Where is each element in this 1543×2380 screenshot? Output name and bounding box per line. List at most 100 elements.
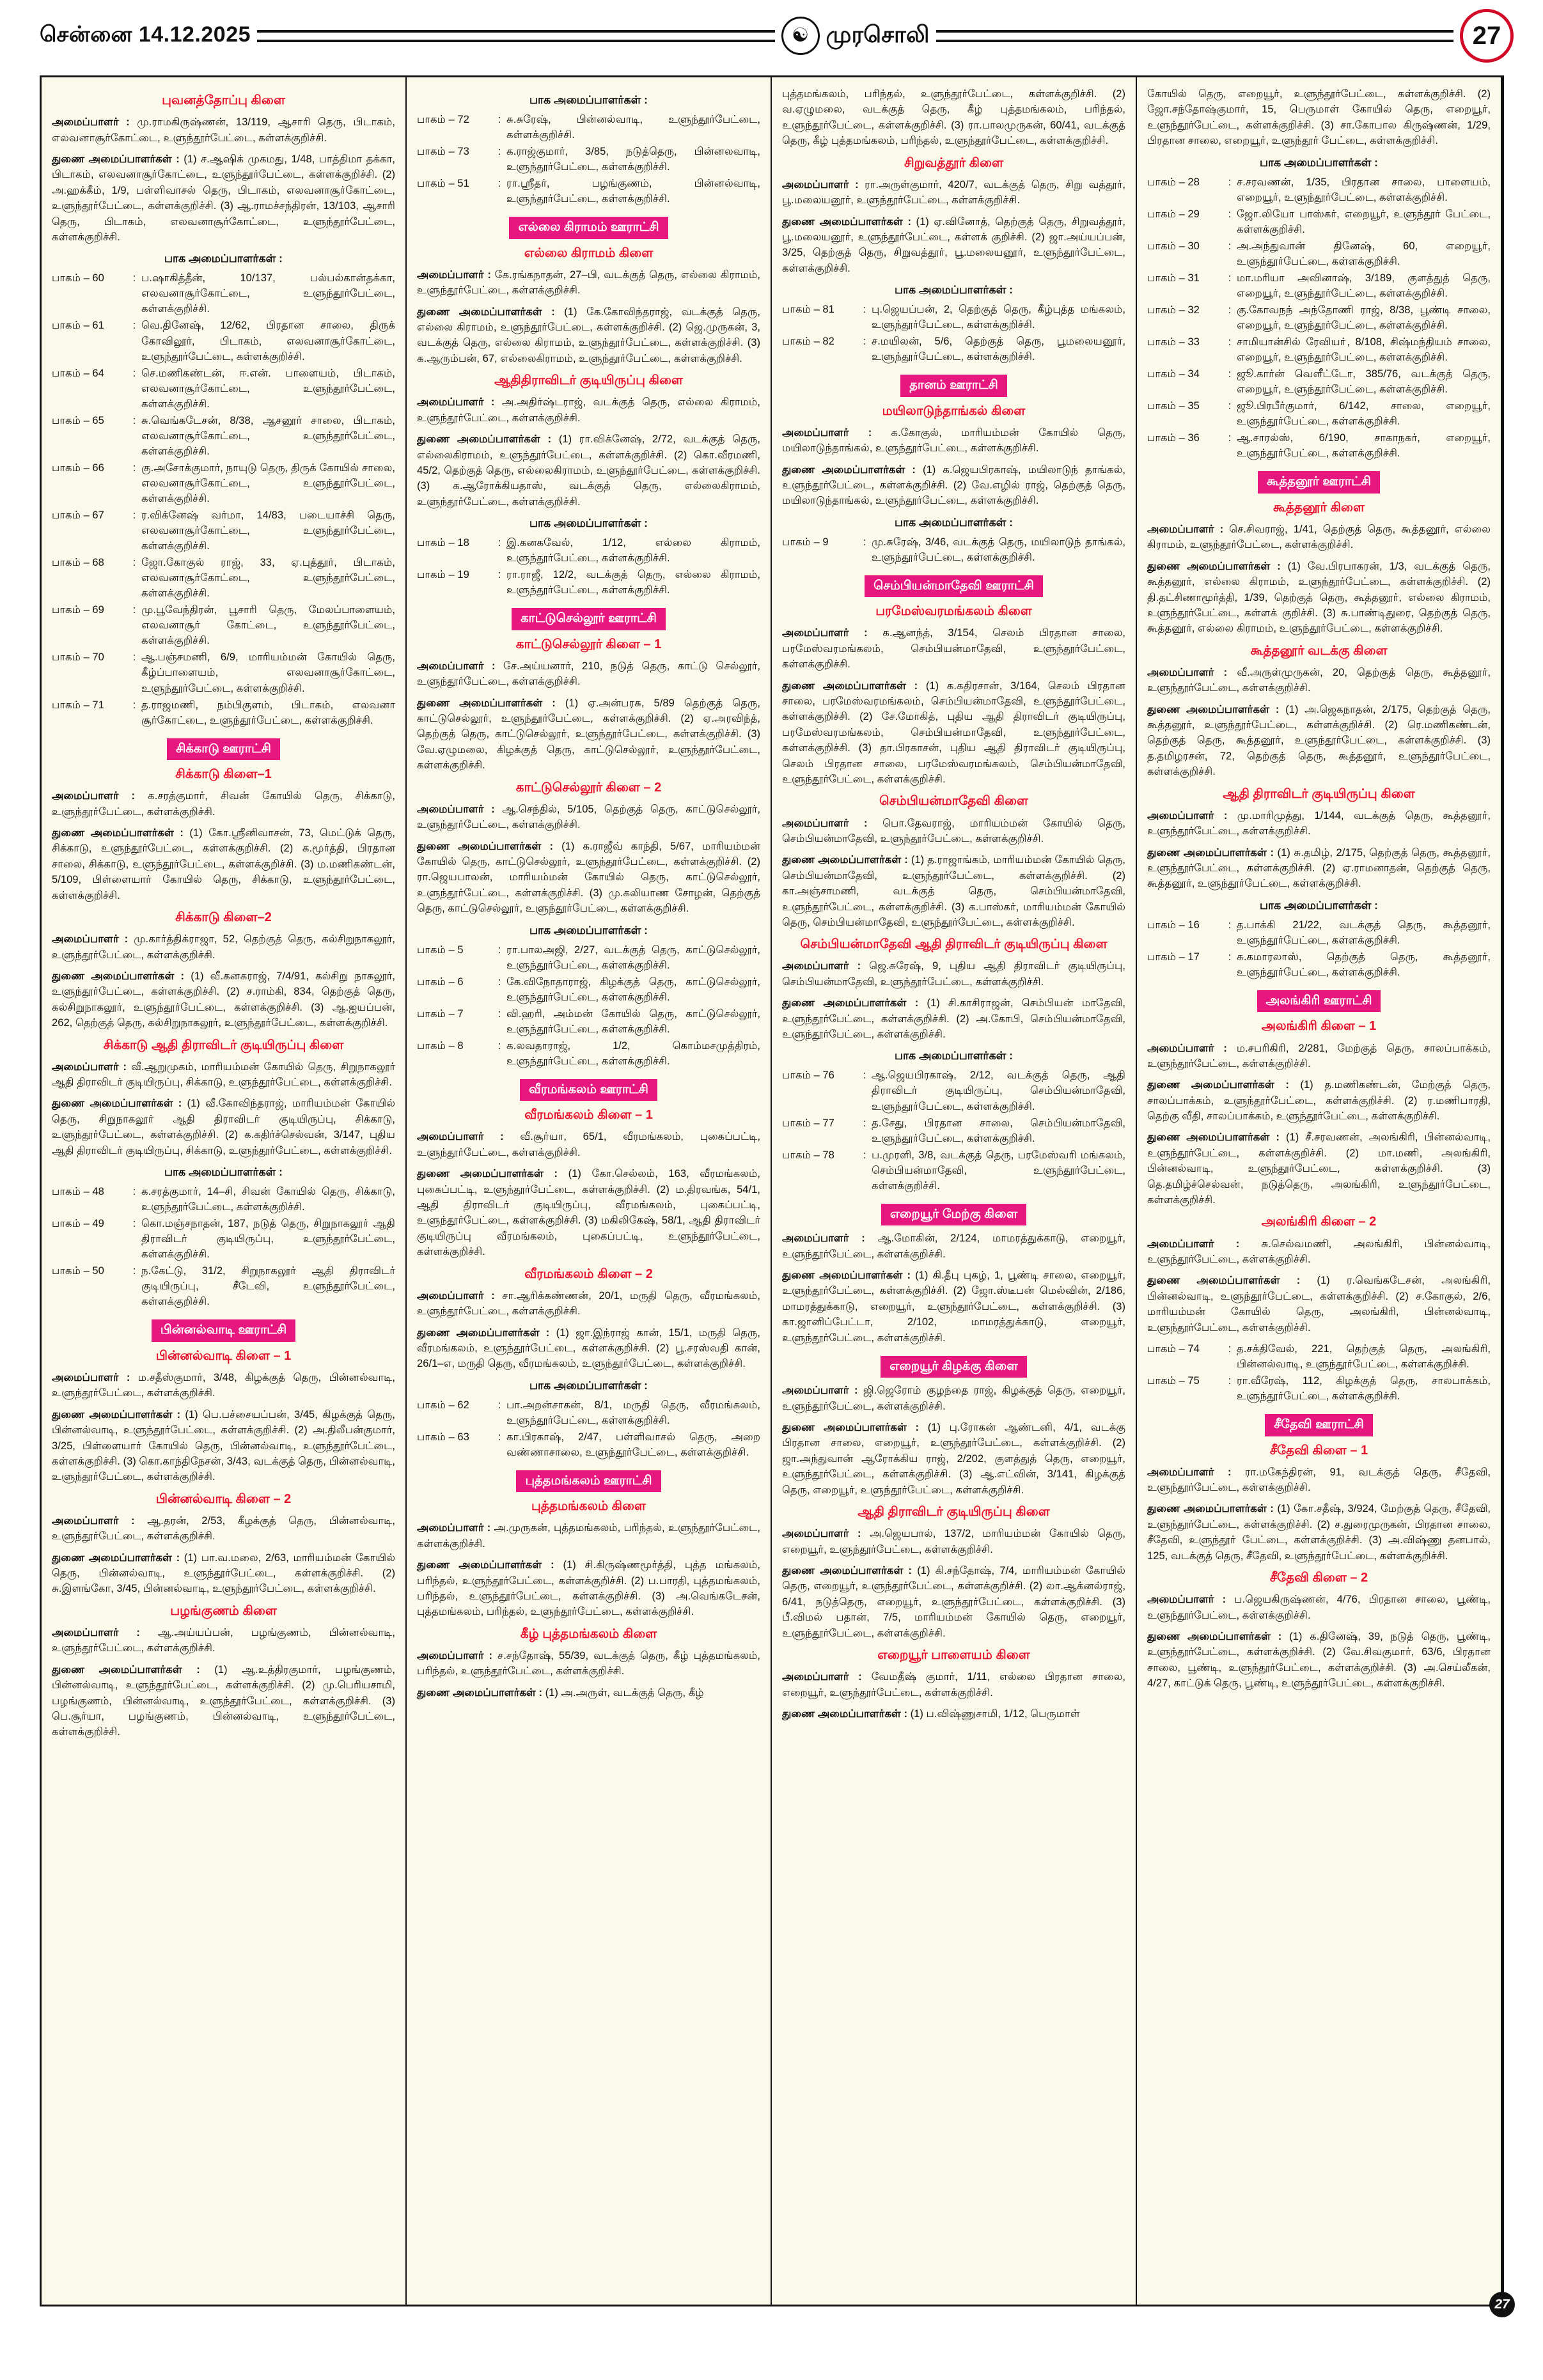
entry-role-label: அமைப்பாளர் : bbox=[417, 268, 491, 281]
panchayat-heading: சிக்காடு ஊராட்சி bbox=[167, 738, 280, 761]
entry-role-label: துணை அமைப்பாளர்கள் : bbox=[1147, 1630, 1282, 1643]
entry-role-label: துணை அமைப்பாளர்கள் : bbox=[782, 215, 911, 228]
entry-role-label: துணை அமைப்பாளர்கள் : bbox=[782, 679, 918, 692]
part-organizer-row: பாகம் – 32: கு.கோவநந் அந்தோணி ராஜ், 8/38,… bbox=[1147, 302, 1491, 333]
entry-paragraph: துணை அமைப்பாளர்கள் : (1) க.கதிரசான், 3/1… bbox=[782, 678, 1125, 788]
part-organizer-row: பாகம் – 48: க.சரத்குமார், 14–சி, சிவன் கோ… bbox=[52, 1184, 395, 1215]
entry-role-label: அமைப்பாளர் : bbox=[417, 396, 495, 408]
part-colon: : bbox=[1228, 368, 1232, 380]
entry-role-label: அமைப்பாளர் : bbox=[52, 1514, 135, 1527]
part-colon: : bbox=[132, 698, 136, 711]
part-colon: : bbox=[863, 1069, 866, 1082]
entry-text: (1) சி.காசிராஜன், செம்பியன் மாதேவி, உளுந… bbox=[782, 997, 1126, 1041]
branch-heading: கூத்தனூர் வடக்கு கிளை bbox=[1250, 643, 1388, 658]
part-organizers-heading: பாக அமைப்பாளர்கள் : bbox=[164, 1165, 283, 1179]
entry-paragraph: துணை அமைப்பாளர்கள் : (1) கோ.சதீஷ், 3/924… bbox=[1147, 1501, 1491, 1564]
branch-heading: சிக்காடு கிளை–2 bbox=[175, 910, 272, 924]
entry-text: (1) வீ.கனகராஜ், 7/4/91, கல்சிறு நாகலூர்,… bbox=[52, 969, 395, 1029]
part-organizer-address: ரா.ராஜீ, 12/2, வடக்குத் தெரு, எல்லை கிரா… bbox=[506, 568, 760, 596]
part-organizers-list: பாகம் – 28: ச.சரவணன், 1/35, பிரதான சாலை, … bbox=[1147, 175, 1491, 462]
part-organizer-address: ரா.வீரேஷ், 112, கிழக்குத் தெரு, சாலபாக்க… bbox=[1237, 1374, 1491, 1403]
entry-text: (1) த.ராஜாங்கம், மாரியம்மன் கோயில் தெரு,… bbox=[782, 853, 1126, 928]
entry-role-label: அமைப்பாளர் : bbox=[782, 626, 868, 639]
part-colon: : bbox=[132, 603, 136, 616]
panchayat-heading: சீதேவி ஊராட்சி bbox=[1265, 1414, 1373, 1436]
part-organizers-heading: பாக அமைப்பாளர்கள் : bbox=[895, 283, 1013, 297]
part-organizer-row: பாகம் – 61: வெ.தினேஷ், 12/62, பிரதான சாலை… bbox=[52, 318, 395, 364]
part-colon: : bbox=[497, 943, 501, 956]
part-organizer-row: பாகம் – 36: ஆ.சாரல்ஸ், 6/190, சாகாநகர், எ… bbox=[1147, 430, 1491, 461]
entry-role-label: துணை அமைப்பாளர்கள் : bbox=[417, 696, 556, 709]
part-colon: : bbox=[1228, 336, 1232, 348]
branch-heading: வீரமங்கலம் கிளை – 2 bbox=[524, 1266, 653, 1281]
entry-text: (1) ப.விஷ்ணுசாமி, 1/12, பெருமாள் bbox=[907, 1707, 1080, 1720]
part-organizers-list: பாகம் – 60: ப.ஷாகித்தீன், 10/137, பல்பல்க… bbox=[52, 270, 395, 727]
part-number-label: பாகம் – 5 bbox=[417, 943, 464, 956]
part-number-label: பாகம் – 48 bbox=[52, 1185, 104, 1198]
entry-text: க.கோகுல், மாரியம்மன் கோயில் தெரு, மயிலாட… bbox=[782, 426, 1125, 455]
part-number-label: பாகம் – 49 bbox=[52, 1217, 104, 1230]
entry-role-label: துணை அமைப்பாளர்கள் : bbox=[52, 827, 184, 839]
entry-text: சு.செல்வமணி, அலங்கிரி, பின்னல்வாடி, உளுந… bbox=[1147, 1237, 1491, 1265]
entry-paragraph: துணை அமைப்பாளர்கள் : (1) ஜா.இந்ராஜ் கான்… bbox=[417, 1325, 760, 1372]
entry-text: ஆ.மோகின், 2/124, மாமரத்துக்காடு, எறையூர்… bbox=[782, 1232, 1125, 1260]
part-organizer-address: ஜோ.லியோ பாஸ்கர், எறையூர், உளுந்தூர் பேட்… bbox=[1237, 207, 1491, 235]
entry-paragraph: அமைப்பாளர் : அ.ஜெயபால், 137/2, மாரியம்மன… bbox=[782, 1526, 1125, 1557]
part-organizers-list: பாகம் – 81: பு.ஜெயப்பன், 2, தெற்குத் தெரு… bbox=[782, 302, 1125, 364]
part-colon: : bbox=[497, 177, 501, 190]
entry-paragraph: அமைப்பாளர் : மு.மாரிமுத்து, 1/144, வடக்க… bbox=[1147, 808, 1491, 839]
entry-role-label: அமைப்பாளர் : bbox=[782, 1232, 865, 1245]
entry-paragraph: துணை அமைப்பாளர்கள் : (1) பெ.பச்சையப்பன்,… bbox=[52, 1407, 395, 1485]
branch-heading: பின்னல்வாடி கிளை – 2 bbox=[155, 1491, 292, 1506]
entry-role-label: துணை அமைப்பாளர்கள் : bbox=[417, 305, 555, 318]
entry-paragraph: அமைப்பாளர் : ஜி.ஜெரோம் குழந்தை ராஜ், கிழ… bbox=[782, 1383, 1125, 1414]
entry-text: (1) கே.கோவிந்தராஜ், வடக்குத் தெரு, எல்லை… bbox=[417, 305, 760, 364]
part-colon: : bbox=[1228, 432, 1232, 444]
entry-paragraph: அமைப்பாளர் : பொ.தேவராஜ், மாரியம்மன் கோயி… bbox=[782, 816, 1125, 847]
part-organizers-list: பாகம் – 74: த.சக்திவேல், 221, தெற்குத் தெ… bbox=[1147, 1341, 1491, 1404]
entry-text: (1) க.ராஜீவ் காந்தி, 5/67, மாரியம்மன் கோ… bbox=[417, 839, 760, 915]
part-number-label: பாகம் – 72 bbox=[417, 113, 469, 125]
entry-text: வீ.சூர்யா, 65/1, வீரமங்கலம், புகைப்பட்டி… bbox=[417, 1130, 760, 1158]
entry-paragraph: புத்தமங்கலம், பரிந்தல், உளுந்தூர்பேட்டை,… bbox=[782, 86, 1125, 149]
entry-paragraph: துணை அமைப்பாளர்கள் : (1) த.ராஜாங்கம், மா… bbox=[782, 852, 1125, 930]
entry-text: வீ.அருள்முருகன், 20, தெற்குத் தெரு, கூத்… bbox=[1147, 665, 1491, 694]
part-number-label: பாகம் – 76 bbox=[782, 1069, 834, 1082]
branch-heading: செம்பியன்மாதேவி ஆதி திராவிடர் குடியிருப்… bbox=[800, 937, 1108, 952]
part-organizer-address: த.ராஜமணி, நம்பிகுளம், பிடாகம், எலவனா சூர… bbox=[141, 698, 395, 726]
branch-heading: எறையூர் பாளையம் கிளை bbox=[877, 1647, 1030, 1662]
part-number-label: பாகம் – 71 bbox=[52, 698, 104, 711]
entry-paragraph: துணை அமைப்பாளர்கள் : (1) ரா.விக்னேஷ், 2/… bbox=[417, 432, 760, 509]
part-organizer-address: த.சேது, பிரதான சாலை, செம்பியன்மாதேவி, உள… bbox=[872, 1116, 1125, 1144]
part-colon: : bbox=[497, 1039, 501, 1052]
entry-role-label: துணை அமைப்பாளர்கள் : bbox=[1147, 1502, 1274, 1515]
part-number-label: பாகம் – 70 bbox=[52, 651, 104, 664]
torch-emblem-icon: ☯ bbox=[781, 17, 820, 55]
entry-paragraph: துணை அமைப்பாளர்கள் : (1) சு.தமிழ், 2/175… bbox=[1147, 845, 1491, 892]
entry-text: (1) ஏ.வினோத், தெற்குத் தெரு, சிறுவத்தூர்… bbox=[782, 215, 1126, 274]
entry-text: க.ஆனந்த், 3/154, செலம் பிரதான சாலை, பரமே… bbox=[782, 626, 1125, 671]
entry-role-label: அமைப்பாளர் : bbox=[417, 1649, 492, 1661]
entry-text: (1) பெ.பச்சையப்பன், 3/45, கிழக்குத் தெரு… bbox=[52, 1408, 395, 1483]
panchayat-heading: தானம் ஊராட்சி bbox=[900, 375, 1007, 397]
entry-role-label: துணை அமைப்பாளர்கள் : bbox=[782, 997, 919, 1009]
part-colon: : bbox=[1228, 400, 1232, 412]
entry-paragraph: துணை அமைப்பாளர்கள் : (1) சி.காசிராஜன், ச… bbox=[782, 995, 1125, 1042]
entry-text: மு.கார்த்திக்ராஜா, 52, தெற்குத் தெரு, கல… bbox=[52, 933, 395, 961]
entry-text: ஆ.செந்தில், 5/105, தெற்குத் தெரு, காட்டு… bbox=[417, 802, 760, 831]
entry-paragraph: துணை அமைப்பாளர்கள் : (1) கே.கோவிந்தராஜ்,… bbox=[417, 304, 760, 367]
branch-heading: காட்டுசெல்லூர் கிளை – 1 bbox=[515, 637, 662, 651]
entry-paragraph: துணை அமைப்பாளர்கள் : (1) கோ.செல்லம், 163… bbox=[417, 1166, 760, 1259]
part-organizer-address: இ.கனகவேல், 1/12, எல்லை கிராமம், உளுந்தூர… bbox=[506, 536, 760, 564]
panchayat-heading: அலங்கிரி ஊராட்சி bbox=[1257, 990, 1381, 1013]
part-number-label: பாகம் – 36 bbox=[1147, 432, 1200, 444]
entry-paragraph: துணை அமைப்பாளர்கள் : (1) ப.விஷ்ணுசாமி, 1… bbox=[782, 1706, 1125, 1722]
masthead-brand: ☯ முரசொலி bbox=[781, 17, 930, 55]
part-organizer-address: மு.சுரேஷ், 3/46, வடக்குத் தெரு, மயிலாடுந… bbox=[872, 535, 1125, 563]
part-organizer-row: பாகம் – 17: சு.கமாரலாஸ், தெற்குத் தெரு, க… bbox=[1147, 949, 1491, 980]
entry-paragraph: அமைப்பாளர் : வீ.சூர்யா, 65/1, வீரமங்கலம்… bbox=[417, 1129, 760, 1160]
panchayat-heading: கூத்தனூர் ஊராட்சி bbox=[1257, 471, 1381, 494]
part-organizer-address: செ.மணிகண்டன், ஈ.என். பாளையம், பிடாகம், எ… bbox=[141, 366, 395, 410]
entry-paragraph: துணை அமைப்பாளர்கள் : (1) க.ராஜீவ் காந்தி… bbox=[417, 839, 760, 917]
entry-text: ஜெ.சுரேஷ், 9, புதிய ஆதி திராவிடர் குடியி… bbox=[782, 960, 1125, 988]
